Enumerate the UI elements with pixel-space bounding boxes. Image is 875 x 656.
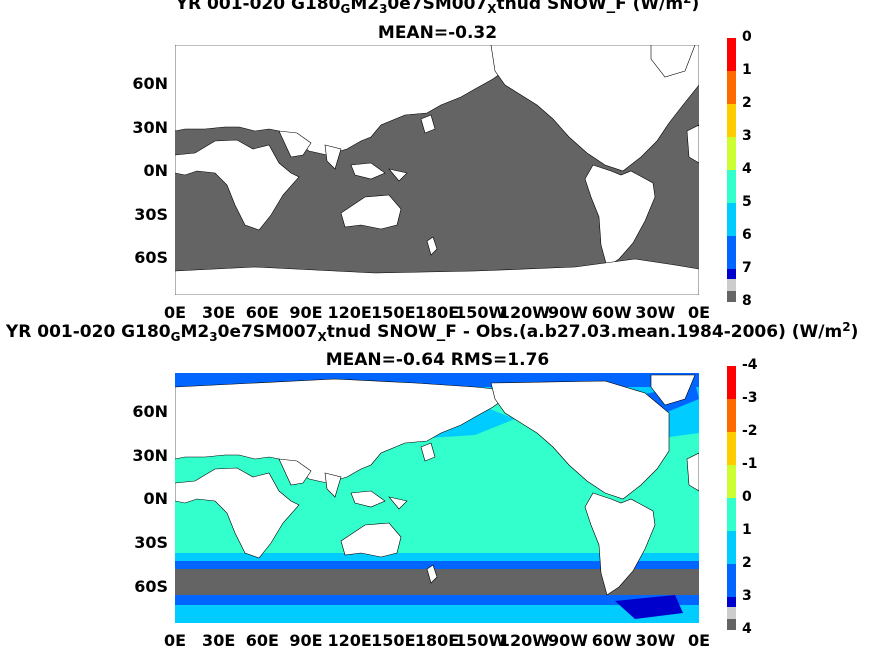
xtick-label: 90E	[289, 631, 323, 650]
cb1-seg	[727, 291, 736, 302]
ytick-30S: 30S	[134, 205, 168, 224]
anomaly-band	[175, 561, 699, 569]
xtick-label: 0E	[687, 631, 711, 650]
cb2-seg	[727, 399, 736, 432]
chart1-title: YR 001-020 G180GM230e7SM007Xtnud SNOW_F …	[175, 0, 700, 16]
cb2-seg	[727, 498, 736, 531]
colorbar-2	[727, 366, 736, 630]
colorbar-tick-label: 5	[742, 194, 752, 210]
xtick-label: 60E	[245, 303, 279, 322]
colorbar-tick-label: 3	[742, 588, 752, 604]
xtick-label: 90W	[548, 303, 588, 322]
cb2-seg	[727, 607, 736, 619]
colorbar-tick-label: 0	[742, 29, 752, 45]
cb2-seg	[727, 619, 736, 630]
xtick-label: 150W	[455, 631, 507, 650]
ytick-30N: 30N	[132, 446, 168, 465]
colorbar-tick-label: 6	[742, 227, 752, 243]
colorbar-tick-label: 4	[742, 621, 752, 637]
xtick-label: 180E	[414, 303, 460, 322]
xtick-label: 30W	[635, 303, 676, 322]
cb1-seg	[727, 269, 736, 279]
colorbar-tick-label: -1	[742, 456, 758, 472]
xtick-label: 60W	[591, 631, 632, 650]
xtick-label: 90E	[289, 303, 323, 322]
cb1-seg	[727, 203, 736, 236]
ytick-60S: 60S	[134, 577, 168, 596]
xtick-label: 120E	[327, 303, 372, 322]
xtick-label: 150W	[455, 303, 507, 322]
colorbar-tick-label: 4	[742, 161, 752, 177]
cb1-seg	[727, 137, 736, 170]
colorbar-tick-label: 1	[742, 522, 752, 538]
chart1-subtitle: MEAN=-0.32	[377, 23, 498, 43]
xtick-label: 0E	[687, 303, 711, 322]
map-panel-2	[175, 373, 699, 623]
colorbar-1-svg	[727, 38, 736, 302]
xtick-label: 120W	[498, 631, 550, 650]
map-1-svg	[175, 45, 699, 295]
xtick-label: 150E	[371, 631, 416, 650]
colorbar-2-svg	[727, 366, 736, 630]
colorbar-tick-label: 2	[742, 555, 752, 571]
ytick-0N: 0N	[143, 489, 168, 508]
cb2-seg	[727, 366, 736, 399]
cb1-seg	[727, 104, 736, 137]
cb2-seg	[727, 531, 736, 564]
colorbar-tick-label: 2	[742, 95, 752, 111]
map-panel-1	[175, 45, 699, 295]
cb1-seg	[727, 38, 736, 71]
xtick-label: 30E	[202, 303, 236, 322]
ytick-60N: 60N	[132, 74, 168, 93]
xtick-label: 150E	[371, 303, 416, 322]
xtick-label: 120E	[327, 631, 372, 650]
chart2-title: YR 001-020 G180GM230e7SM007Xtnud SNOW_F …	[5, 320, 859, 344]
ytick-30S: 30S	[134, 533, 168, 552]
cb1-seg	[727, 170, 736, 203]
cb1-seg	[727, 71, 736, 104]
ytick-60N: 60N	[132, 402, 168, 421]
colorbar-tick-label: 8	[742, 293, 752, 309]
land-mask	[175, 374, 699, 596]
xtick-label: 30E	[202, 631, 236, 650]
colorbar-tick-label: -2	[742, 423, 758, 439]
cb2-seg	[727, 564, 736, 597]
xtick-label: 30W	[635, 631, 676, 650]
ytick-0N: 0N	[143, 161, 168, 180]
ytick-30N: 30N	[132, 118, 168, 137]
anomaly-band	[175, 605, 699, 623]
chart2-subtitle: MEAN=-0.64 RMS=1.76	[325, 350, 550, 370]
xtick-label: 0E	[163, 303, 187, 322]
colorbar-tick-label: 1	[742, 62, 752, 78]
cb2-seg	[727, 432, 736, 465]
land-mask	[175, 45, 699, 295]
map-2-svg	[175, 373, 699, 623]
colorbar-tick-label: 7	[742, 260, 752, 276]
cb2-seg	[727, 465, 736, 498]
colorbar-1	[727, 38, 736, 302]
colorbar-tick-label: -4	[742, 357, 758, 373]
xtick-label: 0E	[163, 631, 187, 650]
xtick-label: 120W	[498, 303, 550, 322]
xtick-label: 180E	[414, 631, 460, 650]
xtick-label: 60E	[245, 631, 279, 650]
cb1-seg	[727, 279, 736, 291]
xtick-label: 60W	[591, 303, 632, 322]
anomaly-band	[175, 595, 699, 605]
colorbar-tick-label: 0	[742, 489, 752, 505]
ytick-60S: 60S	[134, 248, 168, 267]
colorbar-tick-label: 3	[742, 128, 752, 144]
cb2-seg	[727, 597, 736, 607]
colorbar-tick-label: -3	[742, 390, 758, 406]
anomaly-patch	[615, 595, 683, 619]
xtick-label: 90W	[548, 631, 588, 650]
cb1-seg	[727, 236, 736, 269]
